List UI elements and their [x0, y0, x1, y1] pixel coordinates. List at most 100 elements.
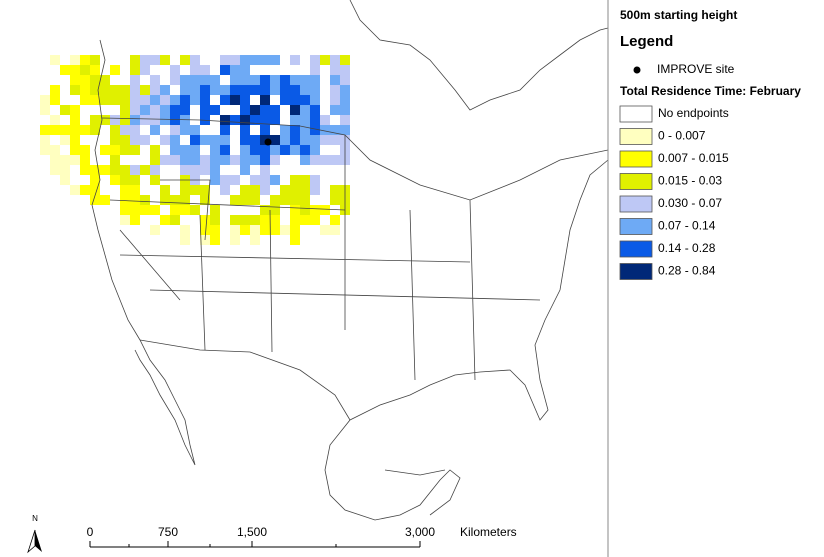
grid-cell	[310, 145, 320, 155]
grid-cell	[200, 185, 210, 195]
grid-cell	[290, 55, 300, 65]
grid-cell	[210, 225, 220, 235]
legend-heading: Legend	[620, 33, 673, 50]
grid-cell	[50, 145, 60, 155]
grid-cell	[330, 85, 340, 95]
grid-cell	[50, 85, 60, 95]
grid-cell	[170, 115, 180, 125]
grid-cell	[200, 195, 210, 205]
grid-cell	[40, 135, 50, 145]
grid-cell	[130, 115, 140, 125]
grid-cell	[260, 165, 270, 175]
grid-cell	[320, 55, 330, 65]
scale-bar: 0 750 1,500 3,000 Kilometers	[87, 525, 517, 548]
grid-cell	[130, 195, 140, 205]
grid-cell	[80, 125, 90, 135]
grid-cell	[160, 115, 170, 125]
grid-cell	[190, 145, 200, 155]
north-arrow: N	[27, 514, 42, 554]
grid-cell	[220, 175, 230, 185]
grid-cell	[310, 175, 320, 185]
grid-cell	[90, 125, 100, 135]
grid-cell	[120, 85, 130, 95]
grid-cell	[130, 135, 140, 145]
grid-cell	[290, 115, 300, 125]
grid-cell	[230, 215, 240, 225]
grid-cell	[270, 55, 280, 65]
grid-cell	[140, 95, 150, 105]
grid-cell	[130, 85, 140, 95]
grid-cell	[190, 55, 200, 65]
grid-cell	[180, 85, 190, 95]
grid-cell	[160, 195, 170, 205]
grid-cell	[190, 75, 200, 85]
grid-cell	[180, 205, 190, 215]
legend-swatch	[619, 173, 653, 190]
grid-cell	[210, 205, 220, 215]
grid-cell	[170, 135, 180, 145]
grid-cell	[310, 115, 320, 125]
grid-cell	[160, 135, 170, 145]
grid-cell	[340, 115, 350, 125]
grid-cell	[200, 155, 210, 165]
grid-cell	[80, 85, 90, 95]
grid-cell	[230, 95, 240, 105]
grid-cell	[150, 125, 160, 135]
grid-cell	[70, 105, 80, 115]
grid-cell	[120, 215, 130, 225]
grid-cell	[150, 85, 160, 95]
grid-cell	[160, 85, 170, 95]
grid-cell	[330, 135, 340, 145]
grid-cell	[290, 135, 300, 145]
grid-cell	[340, 85, 350, 95]
grid-cell	[230, 55, 240, 65]
legend-classes: No endpoints 0 - 0.007 0.007 - 0.015 0.015 …	[619, 105, 729, 280]
grid-cell	[160, 105, 170, 115]
grid-cell	[240, 215, 250, 225]
grid-cell	[180, 105, 190, 115]
grid-cell	[330, 65, 340, 75]
grid-cell	[130, 165, 140, 175]
grid-cell	[90, 85, 100, 95]
grid-cell	[150, 105, 160, 115]
grid-cell	[280, 225, 290, 235]
grid-cell	[210, 215, 220, 225]
grid-cell	[210, 155, 220, 165]
grid-cell	[310, 65, 320, 75]
grid-cell	[130, 95, 140, 105]
grid-cell	[200, 105, 210, 115]
grid-cell	[250, 55, 260, 65]
grid-cell	[180, 195, 190, 205]
grid-cell	[210, 175, 220, 185]
grid-cell	[130, 105, 140, 115]
cuba	[384, 469, 446, 476]
grid-cell	[280, 75, 290, 85]
legend-label: 0.14 - 0.28	[658, 241, 716, 255]
grid-cell	[130, 55, 140, 65]
grid-cell	[260, 225, 270, 235]
grid-cell	[170, 75, 180, 85]
grid-cell	[50, 55, 60, 65]
grid-cell	[120, 95, 130, 105]
grid-cell	[310, 215, 320, 225]
grid-cell	[90, 65, 100, 75]
legend-label: No endpoints	[658, 106, 729, 120]
grid-cell	[260, 55, 270, 65]
grid-cell	[180, 95, 190, 105]
scale-label: 750	[158, 525, 178, 539]
grid-cell	[80, 165, 90, 175]
grid-cell	[60, 155, 70, 165]
grid-cell	[250, 175, 260, 185]
grid-cell	[340, 105, 350, 115]
grid-cell	[80, 65, 90, 75]
grid-cell	[170, 95, 180, 105]
grid-cell	[80, 155, 90, 165]
grid-cell	[300, 125, 310, 135]
grid-cell	[170, 65, 180, 75]
grid-cell	[190, 125, 200, 135]
grid-cell	[240, 115, 250, 125]
grid-cell	[330, 105, 340, 115]
grid-cell	[320, 115, 330, 125]
grid-cell	[180, 125, 190, 135]
